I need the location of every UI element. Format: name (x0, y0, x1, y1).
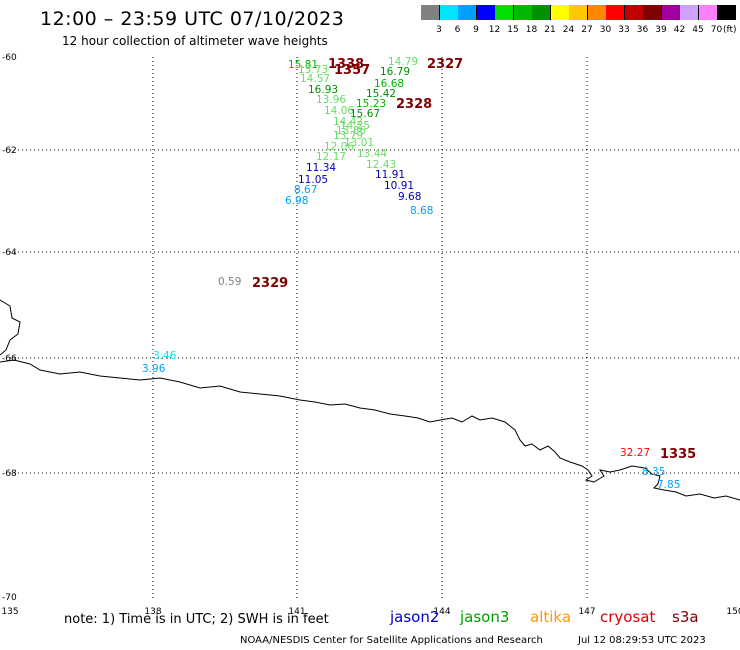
longitude-tick-label: 150 (726, 607, 740, 617)
wave-height-label: 12.06 (324, 141, 354, 153)
generated-timestamp: Jul 12 08:29:53 UTC 2023 (578, 635, 706, 646)
map-title: 12:00 – 23:59 UTC 07/10/2023 (40, 8, 345, 30)
wave-height-label: 16.79 (380, 66, 410, 78)
antarctic-coastline (0, 299, 740, 501)
legend-unit: (ft) (723, 25, 737, 35)
longitude-tick-label: 144 (433, 607, 450, 617)
latitude-tick-label: -66 (2, 354, 17, 364)
legend-tick-label: 12 (488, 25, 501, 35)
satellite-name: cryosat (600, 608, 656, 626)
wave-height-label: 6.98 (285, 195, 308, 207)
legend-tick-label: 3 (436, 25, 442, 35)
footer-note: note: 1) Time is in UTC; 2) SWH is in fe… (64, 612, 329, 627)
legend-tick-label: 18 (525, 25, 538, 35)
wave-height-label: 13.96 (316, 94, 346, 106)
pass-time-label: 2329 (252, 276, 288, 291)
credit-line: NOAA/NESDIS Center for Satellite Applica… (240, 635, 543, 646)
longitude-tick-label: 147 (578, 607, 595, 617)
wave-height-label: 12.43 (366, 159, 396, 171)
legend-tick-label: 6 (454, 25, 461, 35)
wave-height-label: 13.79 (333, 130, 363, 142)
wave-height-label: 16.93 (308, 84, 338, 96)
wave-height-label: 8.67 (294, 184, 317, 196)
wave-height-label: 14.42 (333, 116, 363, 128)
wave-height-label: 8.35 (642, 466, 665, 478)
wave-height-label: 15.67 (350, 108, 380, 120)
wave-height-label: 10.91 (384, 180, 414, 192)
legend-tick-label: 36 (636, 25, 649, 35)
satellite-name: jason2 (390, 608, 440, 626)
legend-tick-label: 39 (655, 25, 667, 35)
wave-height-label: 13.44 (357, 148, 387, 160)
wave-height-label: 13.01 (344, 137, 374, 149)
latitude-tick-label: -64 (2, 248, 17, 258)
wave-height-label: 14.06 (324, 105, 354, 117)
legend-tick-label: 70 (710, 25, 723, 35)
latitude-tick-label: -68 (2, 469, 17, 479)
legend-tick-label: 9 (473, 25, 479, 35)
legend-tick-label: 27 (581, 25, 593, 35)
wave-height-label: 32.27 (620, 447, 650, 459)
longitude-tick-label: 138 (144, 607, 161, 617)
latitude-tick-label: -70 (2, 593, 17, 603)
legend-tick-label: 21 (544, 25, 556, 35)
wave-height-label: 11.05 (298, 174, 328, 186)
wave-height-label: 14.25 (340, 120, 370, 132)
wave-height-label: 11.34 (306, 162, 336, 174)
wave-height-label: 9.68 (398, 191, 421, 203)
map-subtitle: 12 hour collection of altimeter wave hei… (62, 34, 328, 48)
pass-time-label: 1335 (660, 447, 696, 462)
graticule (10, 57, 740, 600)
satellite-name: s3a (672, 608, 699, 626)
satellite-name: altika (530, 608, 572, 626)
legend-tick-label: 24 (562, 25, 575, 35)
wave-height-label: 15.23 (356, 98, 386, 110)
wave-height-label: 13.86 (336, 125, 366, 137)
wave-height-label: 3.96 (142, 363, 166, 375)
wave-height-label: 15.73 (298, 64, 328, 76)
wave-height-label: 11.91 (375, 169, 405, 181)
wave-height-label: 0.59 (218, 276, 241, 288)
longitude-tick-label: 141 (288, 607, 305, 617)
latitude-tick-label: -62 (2, 146, 17, 156)
wave-height-label: 3.46 (153, 350, 177, 362)
pass-time-label: 2327 (427, 57, 463, 72)
legend-tick-label: 42 (673, 25, 686, 35)
wave-height-label: 7.85 (657, 479, 680, 491)
satellite-name: jason3 (460, 608, 510, 626)
legend-tick-label: 33 (618, 25, 630, 35)
wave-height-label: 15.81 (288, 59, 318, 71)
pass-time-label: 2328 (396, 97, 432, 112)
longitude-tick-label: 135 (1, 607, 18, 617)
pass-time-label: 1357 (334, 63, 370, 78)
axis-labels: 135 138 141 144 147 150 -60 -62 -64 -66 -68 -70 (1, 53, 740, 617)
legend-tick-label: 30 (599, 25, 612, 35)
legend-tick-label: 15 (507, 25, 519, 35)
pass-time-label: 1338 (328, 57, 364, 72)
wave-height-label: 16.68 (374, 78, 404, 90)
wave-height-label: 14.79 (388, 56, 418, 68)
wave-height-label: 8.68 (410, 205, 433, 217)
legend-tick-label: 45 (692, 25, 704, 35)
wave-height-label: 15.42 (366, 88, 396, 100)
wave-height-label: 14.57 (300, 73, 330, 85)
legend-swatch (717, 5, 736, 20)
latitude-tick-label: -60 (2, 53, 17, 63)
wave-height-label: 12.17 (316, 151, 346, 163)
